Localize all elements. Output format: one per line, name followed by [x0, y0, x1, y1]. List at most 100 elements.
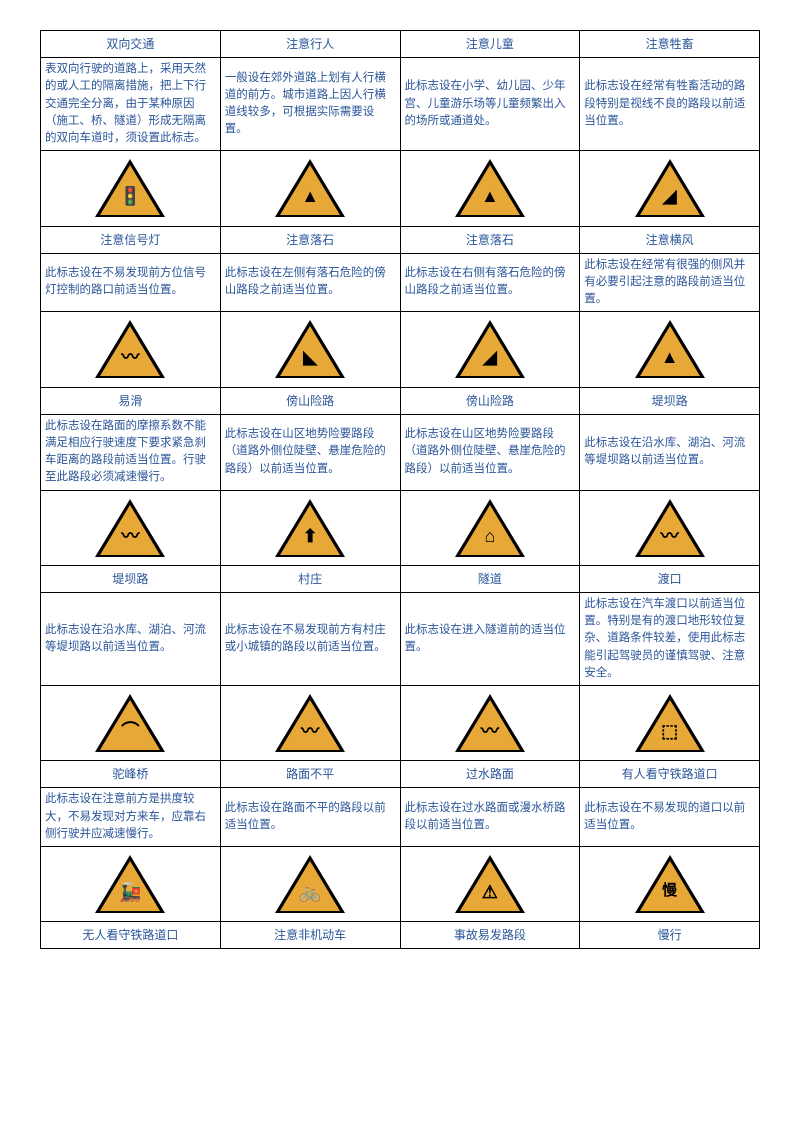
- sign-title: 村庄: [220, 565, 400, 592]
- warning-sign-icon: 慢: [635, 855, 705, 913]
- sign-icon-cell: 〰: [41, 312, 221, 387]
- sign-title: 堤坝路: [580, 387, 760, 414]
- sign-icon-cell: ◢: [400, 312, 580, 387]
- sign-description: 此标志设在山区地势险要路段（道路外侧位陡壁、悬崖危险的路段）以前适当位置。: [220, 414, 400, 490]
- sign-title: 注意横风: [580, 226, 760, 253]
- sign-title: 傍山险路: [220, 387, 400, 414]
- sign-title: 注意行人: [220, 31, 400, 58]
- sign-title: 渡口: [580, 565, 760, 592]
- traffic-signs-table: 双向交通注意行人注意儿童注意牲畜表双向行驶的道路上，采用天然的或人工的隔离措施，…: [40, 30, 760, 949]
- sign-description: 此标志设在汽车渡口以前适当位置。特别是有的渡口地形较位复杂、道路条件较差，使用此…: [580, 592, 760, 685]
- sign-icon-cell: ⌒: [41, 686, 221, 761]
- table-row: 此标志设在沿水库、湖泊、河流等堤坝路以前适当位置。此标志设在不易发现前方有村庄或…: [41, 592, 760, 685]
- table-row: 注意信号灯注意落石注意落石注意横风: [41, 226, 760, 253]
- sign-description: 此标志设在小学、幼儿园、少年宫、儿童游乐场等儿童频繁出入的场所或通道处。: [400, 58, 580, 151]
- sign-title: 注意落石: [400, 226, 580, 253]
- warning-sign-icon: 〰: [635, 499, 705, 557]
- sign-title: 路面不平: [220, 761, 400, 788]
- sign-title: 有人看守铁路道口: [580, 761, 760, 788]
- table-row: 双向交通注意行人注意儿童注意牲畜: [41, 31, 760, 58]
- sign-description: 此标志设在经常有牲畜活动的路段特别是视线不良的路段以前适当位置。: [580, 58, 760, 151]
- sign-icon-cell: 🚂: [41, 847, 221, 922]
- sign-description: 此标志设在注意前方是拱度较大，不易发现对方来车，应靠右侧行驶并应减速慢行。: [41, 788, 221, 847]
- table-row: 此标志设在不易发现前方位信号灯控制的路口前适当位置。此标志设在左侧有落石危险的傍…: [41, 253, 760, 312]
- sign-icon-cell: ⌂: [400, 490, 580, 565]
- warning-sign-icon: ◢: [635, 159, 705, 217]
- sign-title: 双向交通: [41, 31, 221, 58]
- sign-description: 一般设在郊外道路上划有人行横道的前方。城市道路上因人行横道线较多，可根据实际需要…: [220, 58, 400, 151]
- warning-sign-icon: 〰: [95, 499, 165, 557]
- sign-title: 注意牲畜: [580, 31, 760, 58]
- sign-description: 此标志设在左侧有落石危险的傍山路段之前适当位置。: [220, 253, 400, 312]
- warning-sign-icon: 〰: [95, 320, 165, 378]
- table-row: 驼峰桥路面不平过水路面有人看守铁路道口: [41, 761, 760, 788]
- table-row: 表双向行驶的道路上，采用天然的或人工的隔离措施，把上下行交通完全分离，由于某种原…: [41, 58, 760, 151]
- sign-icon-cell: 慢: [580, 847, 760, 922]
- sign-title: 慢行: [580, 922, 760, 949]
- warning-sign-icon: ▲: [275, 159, 345, 217]
- sign-description: 此标志设在进入隧道前的适当位置。: [400, 592, 580, 685]
- warning-sign-icon: ⌂: [455, 499, 525, 557]
- sign-icon-cell: 〰: [220, 686, 400, 761]
- sign-title: 注意落石: [220, 226, 400, 253]
- sign-icon-cell: ⬆: [220, 490, 400, 565]
- sign-icon-cell: ▲: [400, 151, 580, 226]
- sign-icon-cell: 〰: [400, 686, 580, 761]
- sign-title: 注意信号灯: [41, 226, 221, 253]
- sign-title: 事故易发路段: [400, 922, 580, 949]
- warning-sign-icon: ⬚: [635, 694, 705, 752]
- sign-title: 易滑: [41, 387, 221, 414]
- sign-icon-cell: ⚠: [400, 847, 580, 922]
- sign-description: 表双向行驶的道路上，采用天然的或人工的隔离措施，把上下行交通完全分离，由于某种原…: [41, 58, 221, 151]
- table-row: 堤坝路村庄隧道渡口: [41, 565, 760, 592]
- sign-icon-cell: ◣: [220, 312, 400, 387]
- sign-icon-cell: ▲: [220, 151, 400, 226]
- sign-description: 此标志设在经常有很强的侧风并有必要引起注意的路段前适当位置。: [580, 253, 760, 312]
- warning-sign-icon: 🚦: [95, 159, 165, 217]
- sign-title: 注意儿童: [400, 31, 580, 58]
- table-row: ⌒ 〰 〰 ⬚: [41, 686, 760, 761]
- warning-sign-icon: 🚲: [275, 855, 345, 913]
- warning-sign-icon: ▲: [455, 159, 525, 217]
- warning-sign-icon: ⌒: [95, 694, 165, 752]
- sign-icon-cell: 🚦: [41, 151, 221, 226]
- sign-description: 此标志设在沿水库、湖泊、河流等堤坝路以前适当位置。: [580, 414, 760, 490]
- table-row: 🚂 🚲 ⚠ 慢: [41, 847, 760, 922]
- warning-sign-icon: 〰: [455, 694, 525, 752]
- sign-title: 傍山险路: [400, 387, 580, 414]
- warning-sign-icon: 〰: [275, 694, 345, 752]
- sign-description: 此标志设在路面不平的路段以前适当位置。: [220, 788, 400, 847]
- table-row: 此标志设在注意前方是拱度较大，不易发现对方来车，应靠右侧行驶并应减速慢行。此标志…: [41, 788, 760, 847]
- sign-title: 堤坝路: [41, 565, 221, 592]
- sign-icon-cell: 〰: [580, 490, 760, 565]
- table-row: 〰 ◣ ◢ ▲: [41, 312, 760, 387]
- warning-sign-icon: 🚂: [95, 855, 165, 913]
- table-row: 🚦 ▲ ▲ ◢: [41, 151, 760, 226]
- sign-icon-cell: 🚲: [220, 847, 400, 922]
- sign-title: 隧道: [400, 565, 580, 592]
- warning-sign-icon: ◣: [275, 320, 345, 378]
- sign-title: 过水路面: [400, 761, 580, 788]
- warning-sign-icon: ◢: [455, 320, 525, 378]
- table-row: 易滑傍山险路傍山险路堤坝路: [41, 387, 760, 414]
- sign-description: 此标志设在沿水库、湖泊、河流等堤坝路以前适当位置。: [41, 592, 221, 685]
- warning-sign-icon: ▲: [635, 320, 705, 378]
- table-row: 〰 ⬆ ⌂ 〰: [41, 490, 760, 565]
- sign-icon-cell: ◢: [580, 151, 760, 226]
- warning-sign-icon: ⚠: [455, 855, 525, 913]
- sign-description: 此标志设在不易发现的道口以前适当位置。: [580, 788, 760, 847]
- sign-title: 驼峰桥: [41, 761, 221, 788]
- sign-icon-cell: ⬚: [580, 686, 760, 761]
- warning-sign-icon: ⬆: [275, 499, 345, 557]
- sign-title: 无人看守铁路道口: [41, 922, 221, 949]
- table-row: 无人看守铁路道口注意非机动车事故易发路段慢行: [41, 922, 760, 949]
- sign-title: 注意非机动车: [220, 922, 400, 949]
- sign-icon-cell: ▲: [580, 312, 760, 387]
- sign-description: 此标志设在不易发现前方位信号灯控制的路口前适当位置。: [41, 253, 221, 312]
- sign-description: 此标志设在右侧有落石危险的傍山路段之前适当位置。: [400, 253, 580, 312]
- sign-icon-cell: 〰: [41, 490, 221, 565]
- sign-description: 此标志设在山区地势险要路段（道路外侧位陡壁、悬崖危险的路段）以前适当位置。: [400, 414, 580, 490]
- sign-description: 此标志设在过水路面或漫水桥路段以前适当位置。: [400, 788, 580, 847]
- table-row: 此标志设在路面的摩擦系数不能满足相应行驶速度下要求紧急刹车距离的路段前适当位置。…: [41, 414, 760, 490]
- sign-description: 此标志设在不易发现前方有村庄或小城镇的路段以前适当位置。: [220, 592, 400, 685]
